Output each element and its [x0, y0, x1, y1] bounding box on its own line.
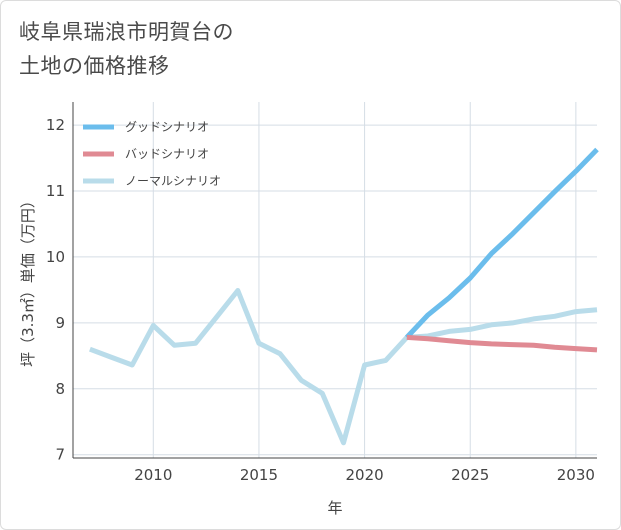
series-lines — [89, 147, 599, 446]
y-tick-label: 12 — [46, 116, 65, 134]
chart-title: 岐阜県瑞浪市明賀台の 土地の価格推移 — [19, 15, 439, 83]
y-axis-label: 坪（3.3㎡）単価（万円） — [19, 193, 37, 367]
series-line-bad — [406, 334, 598, 353]
y-tick-label: 10 — [46, 248, 65, 266]
y-tick-label: 9 — [55, 314, 65, 332]
x-axis-label: 年 — [327, 499, 342, 517]
y-tick-label: 7 — [55, 446, 65, 464]
title-line-2: 土地の価格推移 — [19, 54, 170, 78]
x-tick-label: 2020 — [345, 466, 383, 484]
x-tick-label: 2015 — [240, 466, 278, 484]
x-tick-label: 2010 — [134, 466, 172, 484]
x-tick-label: 2025 — [451, 466, 489, 484]
axes: 2010 2015 2020 2025 2030 7 8 9 10 11 12 — [46, 102, 597, 484]
y-tick-label: 11 — [46, 182, 65, 200]
title-line-1: 岐阜県瑞浪市明賀台の — [19, 20, 234, 44]
y-tick-label: 8 — [55, 380, 65, 398]
series-line-good — [404, 147, 599, 340]
x-tick-label: 2030 — [557, 466, 595, 484]
legend-label-normal: ノーマルシナリオ — [125, 174, 221, 188]
legend-label-good: グッドシナリオ — [125, 120, 209, 134]
series-line-normal — [89, 288, 598, 446]
legend-label-bad: バッドシナリオ — [125, 147, 209, 161]
